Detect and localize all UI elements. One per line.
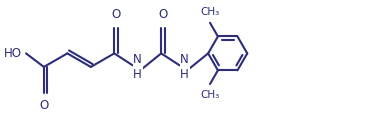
Text: O: O [39,99,48,112]
Text: CH₃: CH₃ [200,7,219,17]
Text: CH₃: CH₃ [200,90,219,100]
Text: N
H: N H [133,53,142,81]
Text: O: O [158,8,167,21]
Text: HO: HO [4,47,22,60]
Text: O: O [111,8,121,21]
Text: N
H: N H [180,53,189,81]
